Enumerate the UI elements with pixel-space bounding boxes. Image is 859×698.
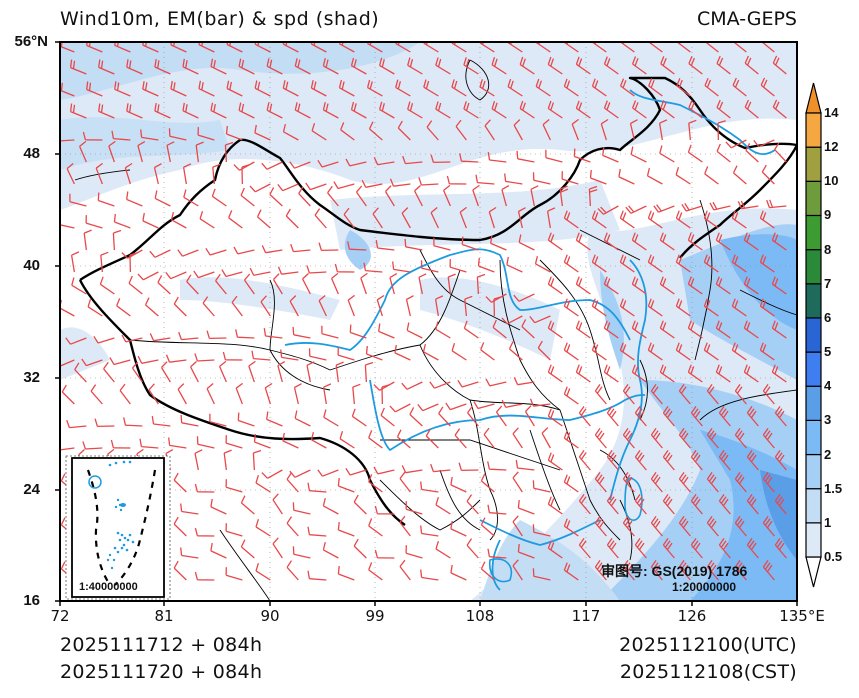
rivers [284,89,776,591]
islands [489,477,643,583]
y-tick-16: 16 [23,592,40,609]
main-scale: 1:20000000 [672,580,737,594]
valid-time-cst: 2025112108(CST) [619,661,797,683]
valid-time-utc: 2025112100(UTC) [619,634,797,656]
colorbar-label: 7 [824,275,832,291]
init-time-utc: 2025111712 + 084h [60,634,263,656]
inset-map [65,455,171,600]
colorbar-label: 2 [824,446,832,462]
y-tick-56: 56°N [14,33,48,50]
y-tick-40: 40 [23,257,40,274]
colorbar [805,82,822,588]
colorbar-label: 6 [824,309,832,325]
y-tick-32: 32 [23,369,40,386]
colorbar-label: 9 [824,207,832,223]
colorbar-label: 12 [824,139,839,155]
x-tick-81: 81 [154,607,174,625]
inset-scale: 1:40000000 [79,581,138,593]
x-tick-126: 126 [677,607,707,625]
x-tick-90: 90 [260,607,280,625]
colorbar-label: 4 [824,378,832,394]
x-tick-117: 117 [571,607,601,625]
colorbar-label: 14 [824,105,839,120]
chart-title: Wind10m, EM(bar) & spd (shad) [60,8,380,30]
colorbar-label: 8 [824,241,832,257]
colorbar-label: 5 [824,344,832,360]
colorbar-label: 1.5 [824,480,843,496]
x-tick-72: 72 [50,607,70,625]
colorbar-label: 3 [824,412,832,428]
map-frame [59,41,798,602]
model-name: CMA-GEPS [696,8,797,30]
y-tick-24: 24 [23,481,40,498]
provincial-borders [74,59,798,602]
x-tick-135: 135°E [779,607,825,625]
colorbar-label: 1 [824,514,832,530]
x-tick-108: 108 [465,607,495,625]
y-tick-48: 48 [23,145,40,162]
review-number: 审图号: GS(2019) 1786 [601,563,748,579]
colorbar-label: 0.5 [824,549,843,564]
init-time-cst: 2025111720 + 084h [60,661,263,683]
x-tick-99: 99 [365,607,385,625]
axis-ticks [55,41,798,606]
colorbar-label: 10 [824,173,839,189]
